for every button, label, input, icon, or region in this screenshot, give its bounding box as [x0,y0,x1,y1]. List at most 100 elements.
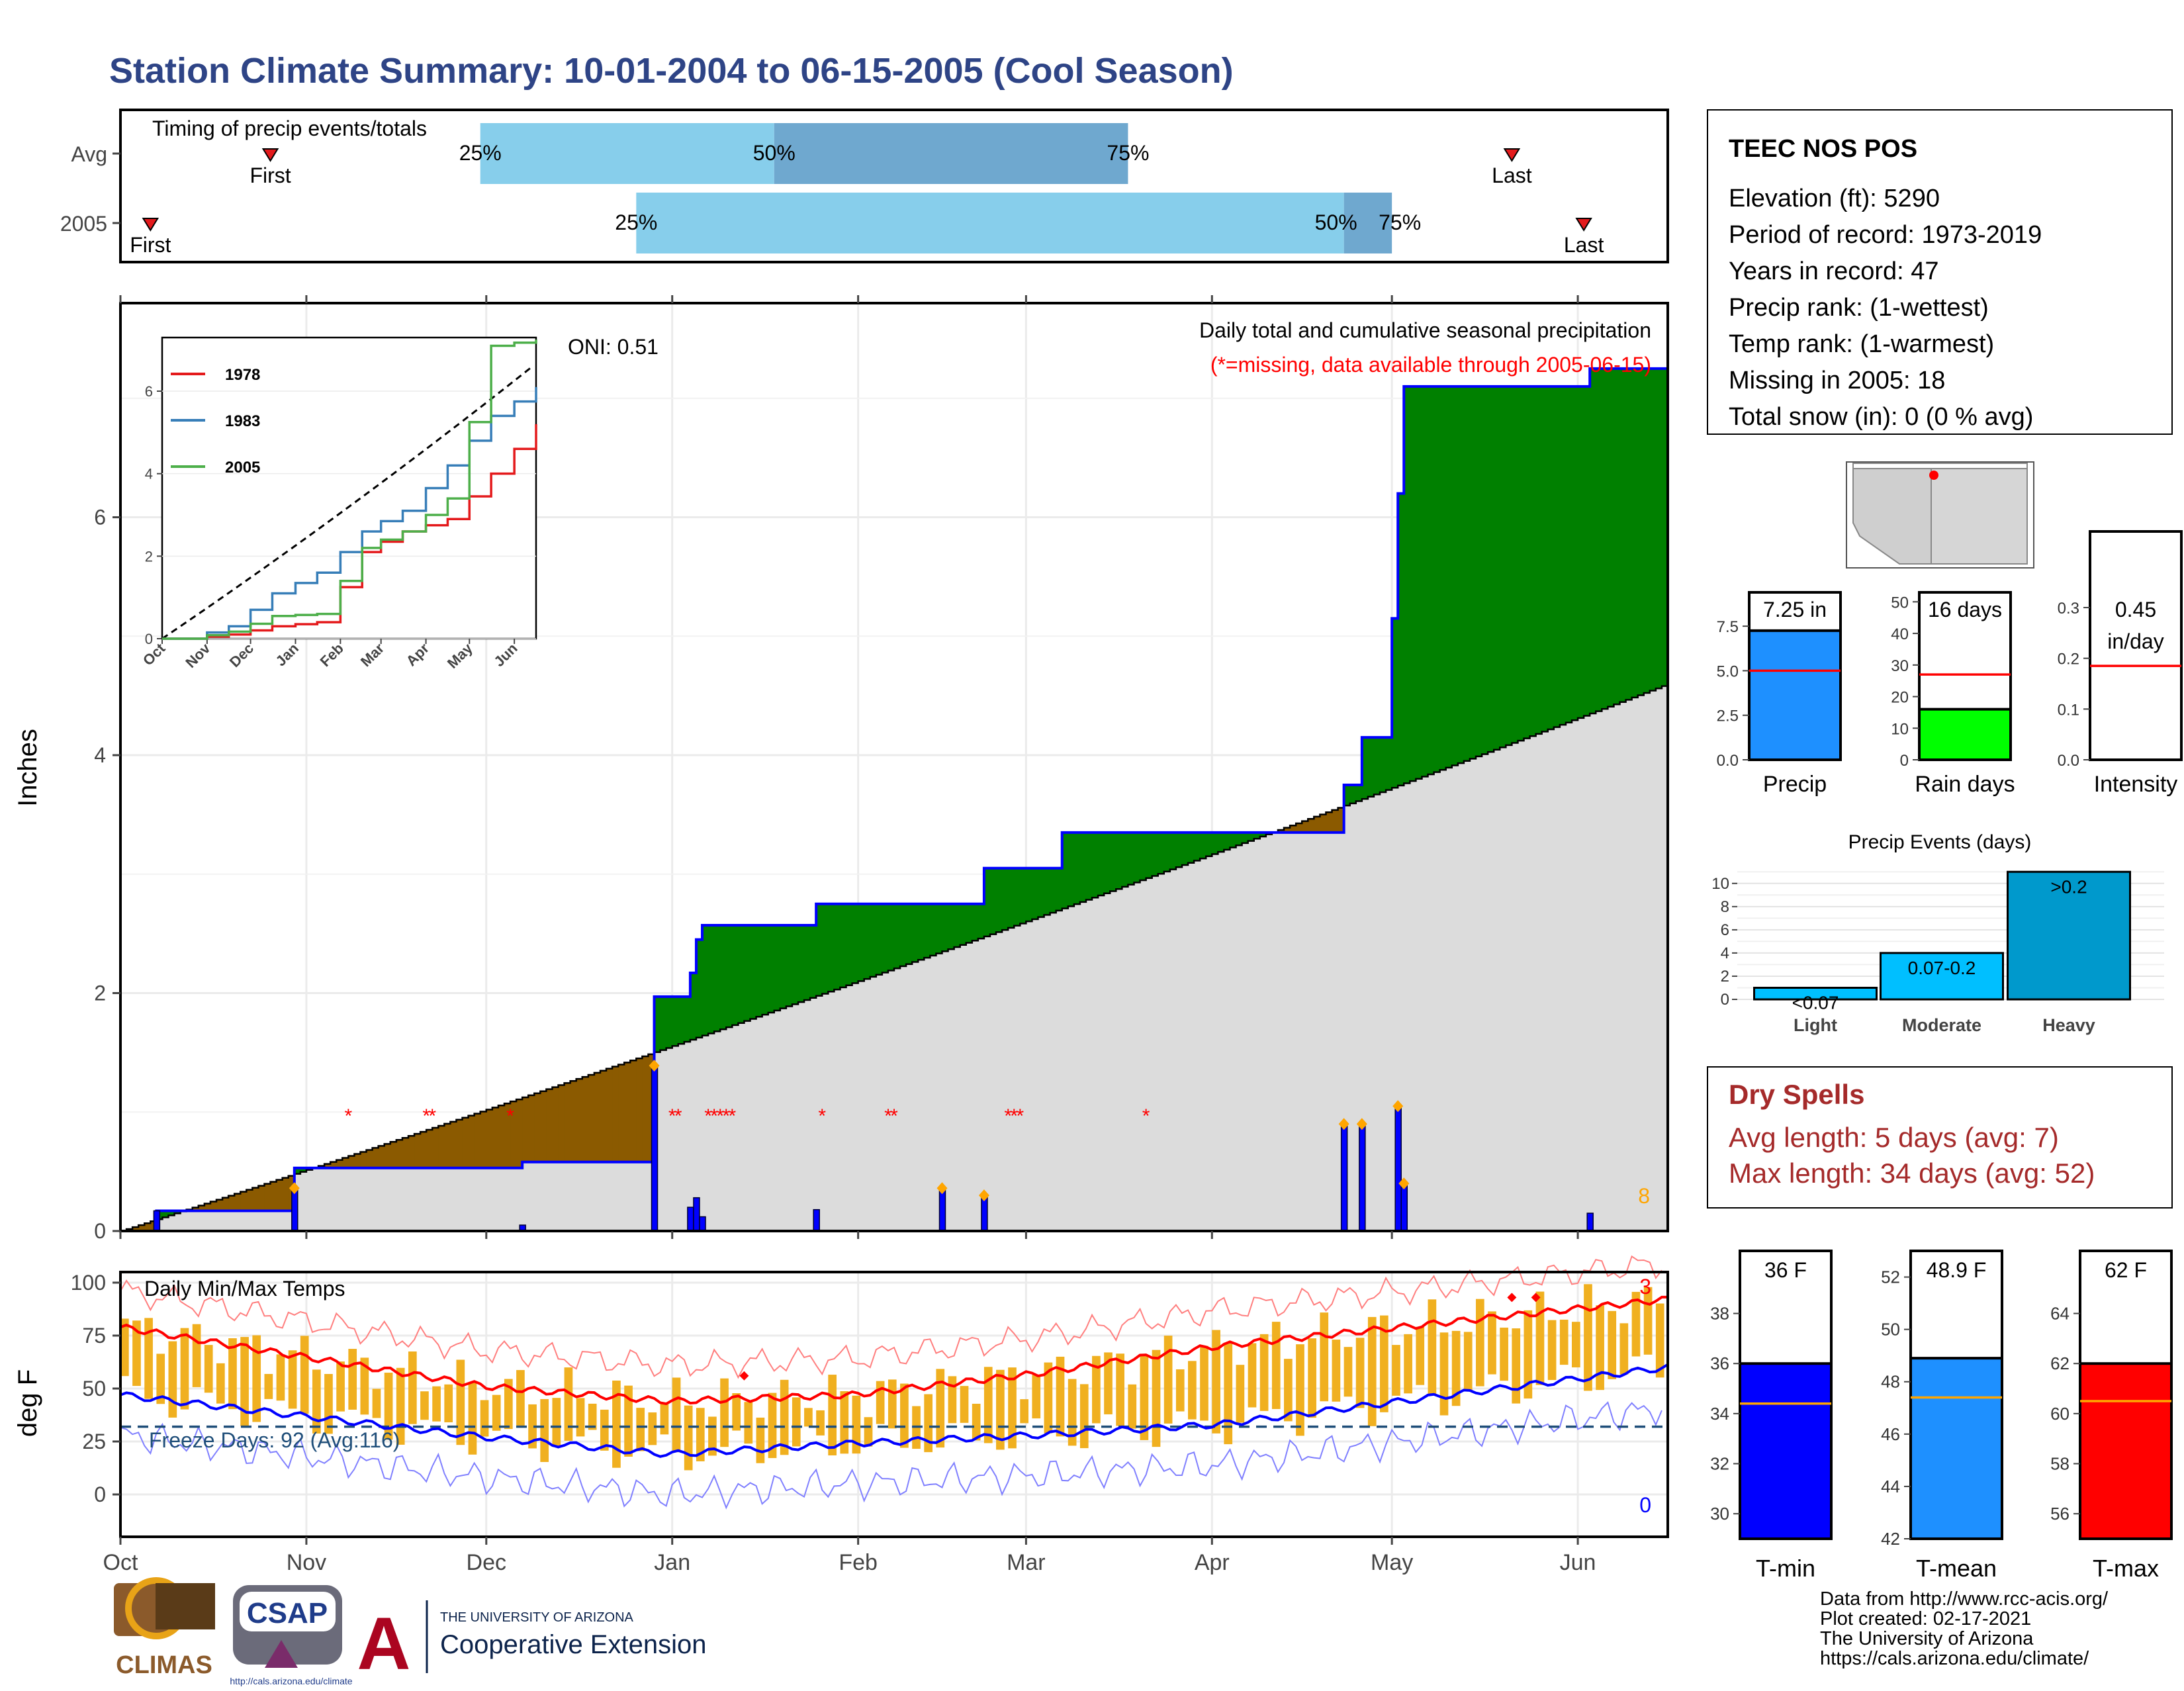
daily-precip-bar [688,1207,694,1231]
precip-surplus-area [1482,387,1488,754]
precip-surplus-area [1152,833,1159,876]
daily-temp-range-bar [672,1377,681,1452]
temp-bar-tick-label: 32 [1710,1454,1729,1474]
daily-temp-range-bar [1512,1328,1520,1404]
precip-base-area [1536,734,1543,1231]
precip-base-area [1554,727,1561,1231]
daily-precip-bar [154,1211,159,1231]
precip-deficit-area [1302,821,1308,833]
precip-base-area [900,966,907,1231]
precip-surplus-area [1512,387,1518,743]
daily-temp-range-bar [1404,1334,1412,1394]
temp-y-tick-label: 50 [82,1377,106,1400]
precip-base-area [522,1162,529,1231]
daily-temp-range-bar [972,1404,981,1440]
precip-surplus-area [1164,833,1171,872]
temp-bar-tick-label: 30 [1710,1504,1729,1524]
precip-base-area [1110,891,1116,1231]
precip-y-tick-label: 2 [94,982,106,1005]
station-snow: Total snow (in): 0 (0 % avg) [1729,403,2033,431]
precip-base-area [420,1168,427,1231]
precip-base-area [475,1168,481,1231]
dry-spells-avg: Avg length: 5 days (avg: 7) [1729,1122,2059,1153]
timing-pct-label: 25% [615,210,657,234]
precip-surplus-area [1146,833,1153,878]
precip-surplus-area [1524,387,1531,739]
precip-deficit-area [588,1075,595,1162]
precip-base-area [1170,870,1177,1231]
daily-temp-range-bar [565,1367,573,1441]
precip-base-area [1614,704,1620,1231]
precip-base-area [1062,909,1069,1231]
precip-base-area [840,987,846,1231]
daily-temp-range-bar [289,1350,297,1408]
precip-base-area [1014,926,1021,1231]
precip-base-area [1530,736,1537,1231]
temp-bar-tick-label: 58 [2050,1454,2070,1474]
daily-precip-bar [813,1210,819,1231]
mini-bar-tick-label: 30 [1891,657,1909,675]
precip-base-area [732,1025,739,1231]
precip-base-area [193,1211,199,1231]
precip-base-area [1224,850,1230,1231]
precip-base-area [210,1211,217,1231]
precip-base-area [565,1162,571,1231]
precip-base-area [774,1011,781,1231]
precip-deficit-area [240,1192,247,1211]
precip-surplus-area [1656,369,1662,688]
precip-base-area [283,1211,289,1231]
precip-surplus-area [1494,387,1500,750]
precip-base-area [1206,856,1212,1231]
daily-temp-range-bar [216,1363,225,1404]
precip-deficit-area [342,1158,349,1168]
events-y-tick-label: 8 [1721,898,1729,916]
precip-base-area [1230,848,1236,1231]
precip-surplus-area [660,997,667,1050]
precip-base-area [612,1162,619,1231]
precip-deficit-area [444,1124,451,1168]
events-y-tick-label: 2 [1721,968,1729,985]
mini-bar-tick-label: 50 [1891,594,1909,612]
precip-surplus-area [924,904,931,958]
precip-base-area [804,1000,811,1231]
mini-bar-value-label: 7.25 in [1763,598,1827,621]
mini-bar-tick-label: 0.0 [1717,752,1739,770]
timing-pct-label: 50% [1315,210,1357,234]
precip-base-area [1116,889,1122,1231]
events-title: Precip Events (days) [1848,831,2032,853]
precip-base-area [960,945,967,1231]
daily-temp-range-bar [205,1345,213,1393]
precip-base-area [463,1168,469,1231]
temp-bottom-count: 0 [1639,1493,1651,1517]
precip-deficit-area [402,1138,409,1168]
precip-deficit-area [1296,823,1302,833]
precip-deficit-area [600,1071,607,1162]
precip-base-area [1488,752,1494,1231]
precip-base-area [1080,902,1087,1231]
precip-base-area [882,973,889,1231]
daily-temp-range-bar [1152,1350,1161,1447]
precip-deficit-area [624,1062,631,1162]
precip-surplus-area [1134,833,1140,882]
daily-temp-range-bar [960,1386,969,1423]
daily-temp-range-bar [1308,1338,1316,1418]
daily-temp-range-bar [1176,1369,1185,1412]
precip-surplus-area [1020,868,1026,924]
daily-precip-bar [939,1188,945,1231]
precip-surplus-area [1476,387,1482,756]
precip-surplus-area [678,997,685,1044]
precip-surplus-area [1104,833,1111,893]
precip-deficit-area [528,1095,535,1162]
daily-precip-bar [1359,1124,1365,1231]
month-label: Oct [103,1550,138,1575]
daily-temp-range-bar [1128,1385,1136,1429]
precip-deficit-area [630,1060,637,1162]
month-label: Dec [467,1550,506,1575]
precip-deficit-area [612,1067,619,1162]
precip-base-area [240,1211,247,1231]
precip-base-area [606,1162,613,1231]
precip-base-area [1134,882,1140,1231]
mini-bar-tick-label: 7.5 [1717,618,1739,636]
precip-deficit-area [522,1097,529,1162]
